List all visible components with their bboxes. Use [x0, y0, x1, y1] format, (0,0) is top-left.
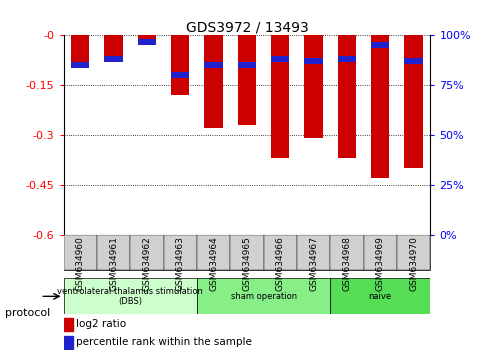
Text: GSM634965: GSM634965 — [242, 236, 251, 291]
Bar — [329, 278, 429, 314]
Text: GSM634966: GSM634966 — [275, 236, 284, 291]
Bar — [337, 35, 355, 158]
Bar — [71, 35, 89, 65]
Bar — [329, 235, 363, 270]
Bar — [263, 235, 296, 270]
Bar — [97, 235, 130, 270]
Text: GSM634969: GSM634969 — [375, 236, 384, 291]
Text: naive: naive — [368, 292, 391, 301]
Text: GSM634960: GSM634960 — [76, 236, 84, 291]
Text: ventrolateral thalamus stimulation
(DBS): ventrolateral thalamus stimulation (DBS) — [57, 287, 203, 306]
Bar — [104, 56, 122, 62]
Text: GSM634963: GSM634963 — [175, 236, 184, 291]
Bar — [171, 35, 189, 95]
Text: protocol: protocol — [5, 308, 50, 318]
Bar — [138, 35, 156, 42]
Bar — [204, 35, 223, 129]
Bar — [63, 278, 197, 314]
Bar — [396, 235, 429, 270]
Bar — [104, 35, 122, 59]
Bar — [370, 35, 388, 178]
Text: GSM634967: GSM634967 — [308, 236, 318, 291]
Bar — [63, 336, 73, 349]
Bar — [337, 56, 355, 62]
Bar — [71, 62, 89, 68]
Bar — [63, 318, 73, 331]
Bar — [270, 56, 289, 62]
Text: log2 ratio: log2 ratio — [76, 319, 126, 329]
Text: percentile rank within the sample: percentile rank within the sample — [76, 337, 252, 348]
Text: GSM634961: GSM634961 — [109, 236, 118, 291]
Bar — [296, 235, 329, 270]
Bar — [197, 278, 329, 314]
Text: GSM634970: GSM634970 — [408, 236, 417, 291]
Text: GSM634964: GSM634964 — [209, 236, 218, 291]
Bar — [237, 62, 256, 68]
Text: GSM634968: GSM634968 — [342, 236, 351, 291]
Bar — [197, 235, 230, 270]
Bar — [230, 235, 263, 270]
Bar — [370, 42, 388, 48]
Bar — [270, 35, 289, 158]
Bar — [171, 72, 189, 78]
Bar — [237, 35, 256, 125]
Bar — [404, 58, 422, 64]
Bar — [363, 235, 396, 270]
Text: sham operation: sham operation — [230, 292, 296, 301]
Text: GSM634962: GSM634962 — [142, 236, 151, 291]
Bar — [304, 35, 322, 138]
Bar — [163, 235, 197, 270]
Bar — [138, 39, 156, 45]
Bar — [63, 235, 429, 270]
Bar — [304, 58, 322, 64]
Bar — [130, 235, 163, 270]
Title: GDS3972 / 13493: GDS3972 / 13493 — [185, 20, 308, 34]
Bar — [404, 35, 422, 168]
Bar — [204, 62, 223, 68]
Bar — [63, 235, 97, 270]
